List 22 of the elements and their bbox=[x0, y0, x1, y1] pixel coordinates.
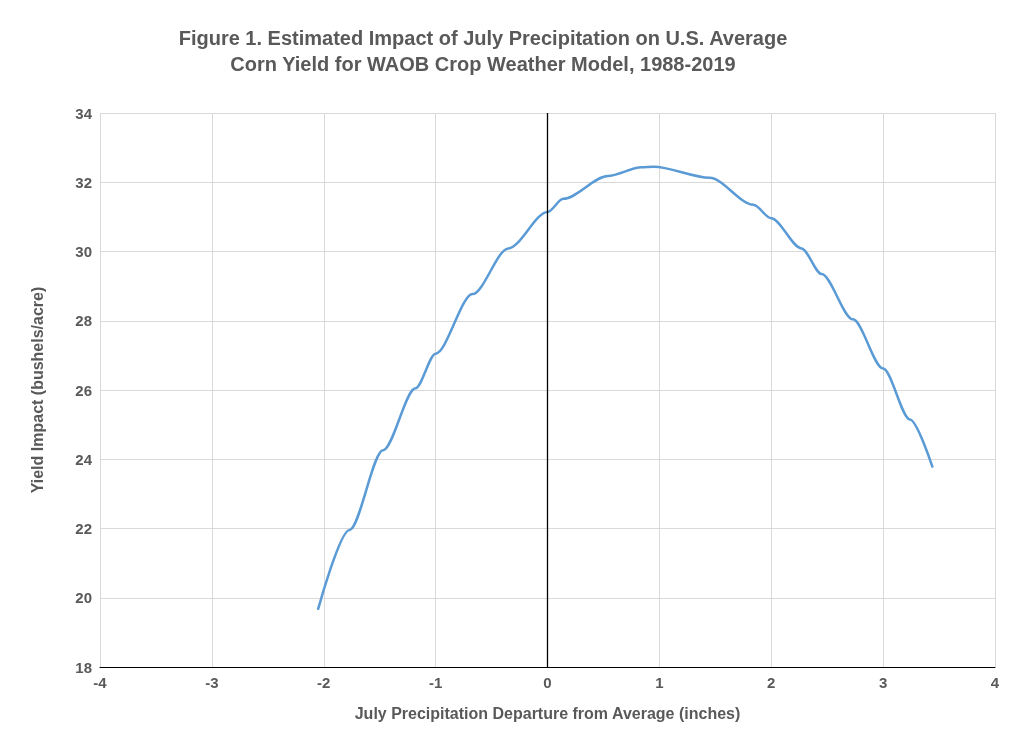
x-axis-title: July Precipitation Departure from Average (inches) bbox=[354, 704, 741, 722]
x-tick-label: -3 bbox=[205, 674, 219, 691]
y-tick-label: 34 bbox=[75, 104, 93, 122]
y-tick-label: 20 bbox=[75, 589, 92, 607]
x-tick-label: 4 bbox=[990, 674, 1000, 691]
x-tick-label: 1 bbox=[655, 674, 664, 691]
y-tick-label: 32 bbox=[75, 173, 92, 191]
y-tick-label: 30 bbox=[75, 243, 92, 260]
y-axis-title: Yield Impact (bushels/acre) bbox=[28, 286, 46, 494]
chart-title: Figure 1. Estimated Impact of July Precipitation on U.S. Average Corn Yield for WAOB Crop Weather Model, 1988-2019 bbox=[178, 27, 788, 75]
y-tick-label: 22 bbox=[75, 520, 92, 537]
x-tick-label: 0 bbox=[543, 674, 552, 691]
x-tick-label: 3 bbox=[878, 674, 888, 691]
y-tick-label: 18 bbox=[75, 658, 92, 676]
x-tick-label: -2 bbox=[317, 674, 331, 691]
y-tick-label: 26 bbox=[75, 381, 92, 399]
x-tick-label: -1 bbox=[428, 674, 443, 691]
y-tick-label: 24 bbox=[75, 450, 93, 468]
y-tick-label: 28 bbox=[75, 312, 92, 330]
x-tick-label: 2 bbox=[767, 674, 776, 691]
line-series bbox=[316, 165, 934, 611]
x-tick-label: -4 bbox=[93, 674, 108, 691]
